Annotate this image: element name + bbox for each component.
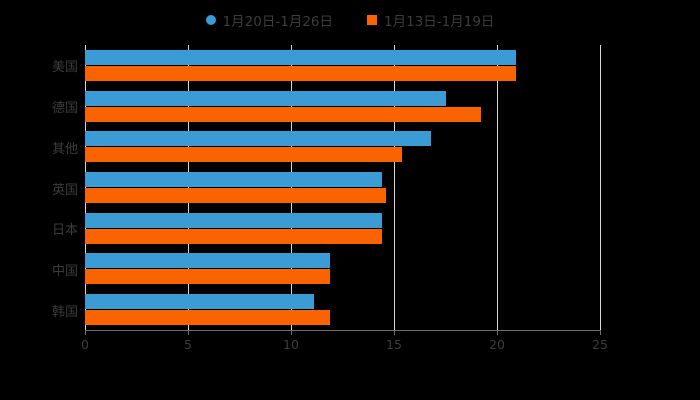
x-axis-line [85, 330, 601, 331]
x-tick-mark-25 [600, 330, 601, 335]
bar-group [85, 49, 600, 81]
bar-series-0[interactable] [85, 172, 382, 187]
x-tick-label-25: 25 [592, 337, 608, 352]
bar-series-0[interactable] [85, 294, 314, 310]
bar-series-1[interactable] [85, 228, 382, 244]
legend-swatch-icon-series-0 [205, 15, 216, 25]
x-tick-label-20: 20 [489, 337, 505, 352]
x-tick-mark-20 [497, 330, 498, 335]
x-tick-label-15: 15 [386, 337, 402, 352]
y-axis-label-3: 英国 [51, 182, 78, 198]
bar-group [85, 294, 600, 326]
x-tick-label-5: 5 [184, 337, 192, 352]
bar-series-1[interactable] [85, 310, 331, 326]
y-axis-label-4: 日本 [51, 223, 78, 239]
y-axis-label-2: 其他 [51, 141, 78, 157]
bar-group [85, 172, 600, 203]
bar-group [85, 253, 600, 285]
bar-series-0[interactable] [85, 49, 516, 65]
x-tick-label-10: 10 [283, 337, 299, 352]
bar-group [85, 212, 600, 244]
x-tick-label-0: 0 [81, 337, 89, 352]
bar-series-1[interactable] [85, 65, 516, 81]
x-tick-mark-5 [188, 330, 189, 335]
bar-series-1[interactable] [85, 188, 386, 203]
bar-series-1[interactable] [85, 147, 403, 163]
bar-group [85, 131, 600, 163]
y-axis-label-5: 中国 [51, 263, 78, 279]
gridline-x-5 [188, 45, 189, 330]
x-tick-mark-10 [291, 330, 292, 335]
y-axis-label-0: 美国 [51, 60, 78, 76]
legend-label-series-0: 1月20日-1月26日 [222, 14, 333, 30]
bar-series-1[interactable] [85, 106, 481, 122]
x-tick-mark-0 [85, 330, 86, 335]
y-axis-label-6: 韩国 [51, 304, 78, 320]
gridline-x-10 [291, 45, 292, 330]
legend-swatch-icon-series-1 [367, 15, 377, 25]
legend-label-series-1: 1月13日-1月19日 [384, 14, 495, 30]
bar-series-1[interactable] [85, 269, 331, 285]
gridline-x-25 [600, 45, 601, 330]
legend-item-series-1[interactable]: 1月13日-1月19日 [367, 10, 494, 30]
gridline-x-15 [394, 45, 395, 330]
x-tick-mark-15 [394, 330, 395, 335]
bar-series-0[interactable] [85, 212, 382, 228]
chart-legend: 1月20日-1月26日 1月13日-1月19日 [0, 8, 700, 32]
bar-series-0[interactable] [85, 90, 446, 106]
bar-series-0[interactable] [85, 253, 331, 269]
bar-group [85, 90, 600, 122]
y-axis-line [85, 45, 86, 330]
gridline-x-20 [497, 45, 498, 330]
plot-area [85, 45, 601, 330]
y-axis-label-1: 德国 [51, 101, 78, 117]
legend-item-series-0[interactable]: 1月20日-1月26日 [205, 10, 333, 30]
bar-series-0[interactable] [85, 131, 432, 147]
